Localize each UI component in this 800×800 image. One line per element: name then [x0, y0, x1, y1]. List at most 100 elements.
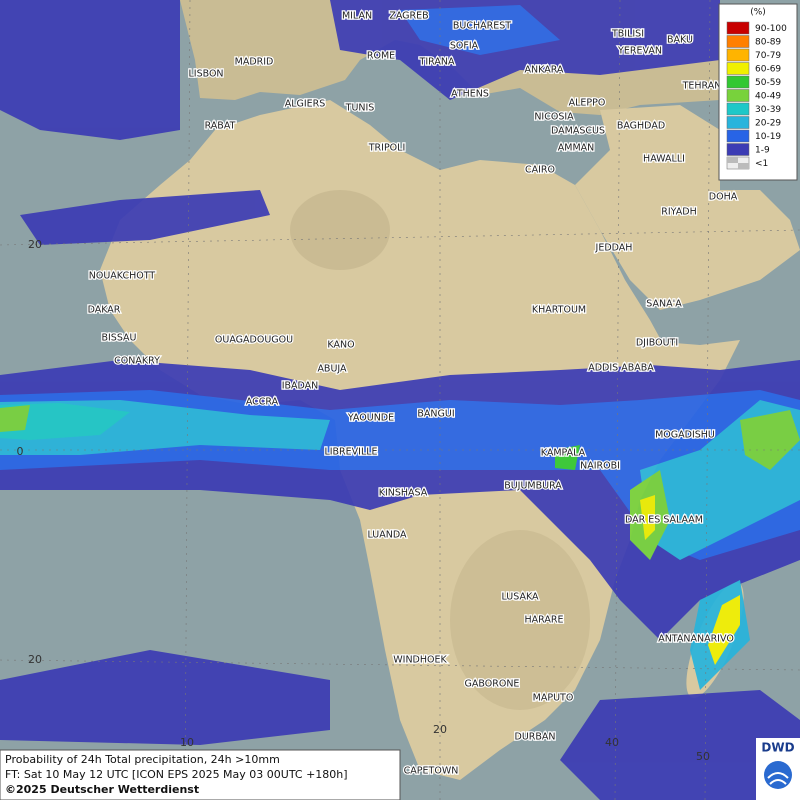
precip-60-69	[708, 595, 740, 665]
city-label: MADRID	[235, 57, 274, 68]
city-label: ACCRA	[246, 397, 279, 408]
city-label: ANTANANARIVO	[658, 634, 734, 645]
city-label: TEHRAN	[682, 81, 722, 92]
logo-wave	[767, 772, 789, 785]
city-label: LISBON	[188, 69, 223, 80]
city-label: HARARE	[525, 615, 564, 626]
grid-label: 50	[696, 750, 710, 763]
city-label: RABAT	[205, 121, 236, 132]
footer-box	[0, 749, 401, 800]
grid-label: 10	[180, 736, 194, 749]
legend-label: 70-79	[755, 51, 781, 61]
city-label: LUSAKA	[501, 592, 539, 603]
city-label: BUJUMBURA	[504, 481, 562, 492]
city-label: BAKU	[667, 35, 693, 46]
legend-label: 50-59	[755, 78, 781, 88]
city-label: KHARTOUM	[532, 305, 586, 316]
footer-copyright: ©2025 Deutscher Wetterdienst	[5, 783, 199, 796]
legend-swatch-check	[727, 157, 738, 163]
city-label: MILAN	[342, 11, 372, 22]
legend-swatch	[726, 89, 750, 102]
legend-swatch-check	[738, 163, 749, 169]
city-label: CONAKRY	[114, 356, 160, 367]
legend-label: 40-49	[755, 92, 781, 102]
legend-label: 60-69	[755, 65, 781, 75]
city-label: LIBREVILLE	[324, 447, 377, 458]
legend-swatch	[726, 48, 750, 62]
city-label: BUCHAREST	[453, 21, 511, 32]
city-label: HAWALLI	[643, 154, 685, 165]
precip-1-9	[20, 190, 270, 245]
precip-50-59	[555, 445, 580, 470]
city-label: LUANDA	[367, 530, 407, 541]
city-label: ALEPPO	[569, 98, 606, 109]
logo-text: DWD	[761, 741, 794, 755]
grid-label: 20	[28, 238, 42, 251]
city-label: MAPUTO	[533, 693, 574, 704]
city-label: DURBAN	[515, 732, 556, 743]
precip-1-9	[0, 650, 330, 745]
legend-unit: (%)	[750, 8, 766, 18]
city-label: IBADAN	[282, 381, 319, 392]
city-label: WINDHOEK	[393, 655, 447, 666]
city-label: BANGUI	[417, 409, 454, 420]
legend-swatch	[726, 143, 750, 156]
city-label: AMMAN	[558, 143, 595, 154]
city-label: TIRANA	[419, 57, 455, 68]
precip-40-49	[0, 405, 30, 432]
city-label: BAGHDAD	[617, 121, 665, 132]
grid-label: 0	[17, 445, 24, 458]
legend-swatch	[726, 129, 750, 143]
city-label: TBILISI	[611, 29, 644, 40]
city-label: DOHA	[709, 192, 738, 203]
legend-label: 90-100	[755, 24, 787, 34]
arabia-land	[575, 105, 800, 310]
legend-swatch	[726, 21, 750, 35]
city-label: RIYADH	[661, 207, 696, 218]
city-label: ADDIS ABABA	[588, 363, 654, 374]
legend-swatch	[726, 102, 750, 116]
city-label: DJIBOUTI	[636, 338, 678, 349]
legend-swatch	[726, 62, 750, 75]
legend: (%) 90-100 80-89 70-79 60-69 50-59 40-49 30-39…	[718, 3, 798, 181]
legend-swatch	[726, 35, 750, 48]
city-label: YEREVAN	[617, 46, 662, 57]
city-label: DAR ES SALAAM	[625, 515, 703, 526]
city-label: NAIROBI	[580, 461, 620, 472]
city-label: KINSHASA	[379, 488, 428, 499]
city-label: KANO	[327, 340, 354, 351]
legend-swatch	[726, 75, 750, 89]
city-label: BISSAU	[101, 333, 136, 344]
labels: MILAN ZAGREB BUCHAREST TBILISI BAKU MADRID ROM…	[17, 9, 739, 778]
logo-icon	[764, 761, 792, 789]
city-label: DAKAR	[88, 305, 121, 316]
precip-1-9	[560, 690, 800, 800]
city-label: ALGIERS	[285, 99, 326, 110]
city-label: YAOUNDE	[347, 413, 394, 424]
city-label: DAMASCUS	[551, 126, 605, 137]
grid-label: 20	[28, 653, 42, 666]
city-label: TUNIS	[345, 103, 375, 114]
footer-title: Probability of 24h Total precipitation, …	[5, 753, 280, 766]
city-label: ROME	[367, 51, 395, 62]
city-label: CAPETOWN	[404, 766, 459, 777]
precip-1-9	[0, 0, 180, 140]
city-label: MOGADISHU	[655, 430, 715, 441]
city-label: NOUAKCHOTT	[89, 271, 156, 282]
city-label: SANA'A	[646, 299, 682, 310]
city-label: OUAGADOUGOU	[215, 335, 293, 346]
legend-label: 80-89	[755, 38, 781, 48]
city-label: TRIPOLI	[368, 143, 406, 154]
legend-swatch	[726, 116, 750, 129]
legend-label: 1-9	[755, 146, 770, 156]
city-label: KAMPALA	[541, 448, 586, 459]
terrain	[290, 190, 390, 270]
city-label: SOFIA	[450, 41, 479, 52]
legend-label: 30-39	[755, 105, 781, 115]
city-label: GABORONE	[465, 679, 520, 690]
